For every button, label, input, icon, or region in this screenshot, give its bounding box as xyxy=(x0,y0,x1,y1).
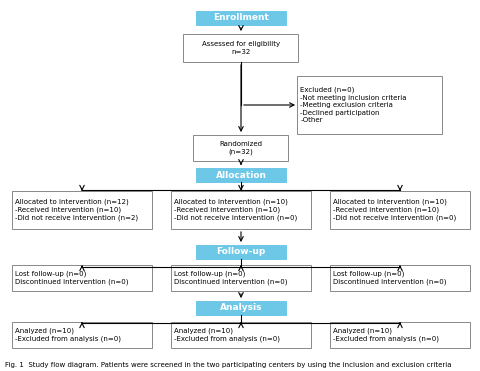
Bar xyxy=(195,245,286,259)
Text: Analyzed (n=10)
-Excluded from analysis (n=0): Analyzed (n=10) -Excluded from analysis … xyxy=(15,328,121,342)
Bar xyxy=(12,322,152,348)
Bar xyxy=(195,168,286,182)
Text: Randomized
(n=32): Randomized (n=32) xyxy=(219,141,262,155)
Text: Lost follow-up (n=0)
Discontinued intervention (n=0): Lost follow-up (n=0) Discontinued interv… xyxy=(174,271,287,285)
Bar xyxy=(329,322,469,348)
Bar xyxy=(193,135,288,161)
Text: Allocated to intervention (n=10)
-Received intervention (n=10)
-Did not receive : Allocated to intervention (n=10) -Receiv… xyxy=(174,199,297,221)
Bar xyxy=(12,191,152,229)
Text: Allocated to intervention (n=12)
-Received intervention (n=10)
-Did not receive : Allocated to intervention (n=12) -Receiv… xyxy=(15,199,138,221)
Bar xyxy=(171,191,311,229)
Text: Lost follow-up (n=0)
Discontinued intervention (n=0): Lost follow-up (n=0) Discontinued interv… xyxy=(332,271,445,285)
Text: Excluded (n=0)
-Not meeting inclusion criteria
-Meeting exclusion criteria
-Decl: Excluded (n=0) -Not meeting inclusion cr… xyxy=(300,87,406,123)
Bar xyxy=(329,191,469,229)
Bar xyxy=(297,76,442,134)
Text: Allocation: Allocation xyxy=(215,171,266,180)
Text: Allocated to intervention (n=10)
-Received intervention (n=10)
-Did not receive : Allocated to intervention (n=10) -Receiv… xyxy=(332,199,456,221)
Text: Analyzed (n=10)
-Excluded from analysis (n=0): Analyzed (n=10) -Excluded from analysis … xyxy=(332,328,438,342)
Text: Enrollment: Enrollment xyxy=(213,13,268,23)
Bar xyxy=(329,265,469,291)
Bar xyxy=(171,265,311,291)
Bar xyxy=(195,301,286,315)
Bar xyxy=(12,265,152,291)
Text: Follow-up: Follow-up xyxy=(216,247,265,256)
Text: Lost follow-up (n=0)
Discontinued intervention (n=0): Lost follow-up (n=0) Discontinued interv… xyxy=(15,271,128,285)
Bar xyxy=(183,34,298,62)
Text: Analysis: Analysis xyxy=(219,303,262,312)
Text: Analyzed (n=10)
-Excluded from analysis (n=0): Analyzed (n=10) -Excluded from analysis … xyxy=(174,328,279,342)
Bar xyxy=(195,11,286,25)
Text: Fig. 1  Study flow diagram. Patients were screened in the two participating cent: Fig. 1 Study flow diagram. Patients were… xyxy=(5,362,451,368)
Text: Assessed for eligibility
n=32: Assessed for eligibility n=32 xyxy=(202,41,279,55)
Bar xyxy=(171,322,311,348)
